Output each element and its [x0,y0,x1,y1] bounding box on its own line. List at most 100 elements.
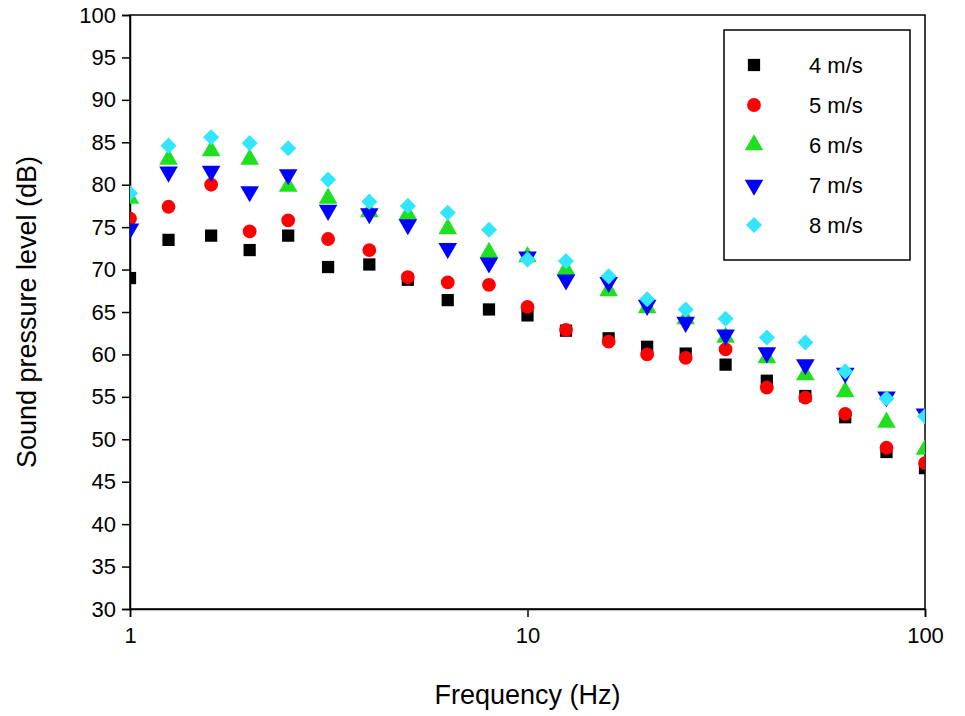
tick: 70 [92,257,130,282]
point [281,213,295,227]
tick: 100 [907,609,944,648]
point [205,230,217,242]
tick-label: 65 [92,300,116,325]
tick-mark [122,566,130,568]
point [440,205,456,221]
point [877,412,896,428]
tick-mark [122,57,130,59]
point [442,294,454,306]
point [718,311,734,327]
point [602,335,616,349]
tick-mark [122,15,130,17]
tick-label: 70 [92,257,116,282]
point [362,243,376,257]
legend-label: 4 m/s [809,53,863,78]
point [481,222,497,238]
point [401,270,415,284]
point [159,167,178,183]
legend-marker [745,180,764,196]
legend-marker [746,217,762,233]
legend-label: 8 m/s [809,213,863,238]
tick: 95 [92,45,130,70]
point [480,257,499,273]
tick-mark [122,481,130,483]
point [400,198,416,214]
point [279,169,298,185]
point [399,219,418,235]
tick: 90 [92,87,130,112]
legend-marker [748,59,760,71]
tick-label: 50 [92,427,116,452]
point [758,347,777,363]
tick-label: 100 [79,3,116,28]
point [441,275,455,289]
tick: 85 [92,130,130,155]
point [319,205,338,221]
tick-label: 1 [124,623,136,648]
point [880,441,894,455]
point [243,224,257,238]
point [916,439,925,455]
tick: 50 [92,427,130,452]
point [244,244,256,256]
point [162,200,176,214]
tick: 30 [92,597,130,622]
point [796,359,815,375]
tick-mark [122,312,130,314]
legend-label: 7 m/s [809,173,863,198]
tick: 45 [92,469,130,494]
point [130,223,139,239]
tick-label: 80 [92,172,116,197]
tick-label: 100 [907,623,944,648]
point [917,408,925,424]
legend-label: 5 m/s [809,93,863,118]
axis-line [122,16,131,610]
point [719,358,731,370]
point [202,166,221,182]
tick-label: 30 [92,597,116,622]
x-axis: 1 10 100 [124,609,943,648]
tick-label: 10 [516,623,540,648]
point [363,258,375,270]
tick: 60 [92,342,130,367]
tick: 10 [516,609,540,648]
point [918,456,925,470]
plot-frame [130,15,925,609]
point [320,172,336,188]
tick: 1 [124,609,136,648]
point [639,291,655,307]
tick-mark [122,354,130,356]
point [678,301,694,317]
point [837,363,853,379]
plot: 1 10 100 30 35 40 45 50 55 60 65 70 75 80 85 90 95 100 4 m… [79,3,944,648]
point [557,274,576,290]
tick: 55 [92,384,130,409]
point [319,188,338,204]
point [679,351,693,365]
point [321,232,335,246]
legend-label: 6 m/s [809,133,863,158]
tick-label: 40 [92,512,116,537]
tick-mark [122,100,130,102]
point [360,208,379,224]
tick-mark [925,609,927,617]
point [438,243,457,259]
tick-mark [122,184,130,186]
point [203,129,219,145]
point [558,253,574,269]
legend-box [724,30,910,260]
point [519,251,535,267]
tick: 100 [79,3,130,28]
tick-label: 35 [92,554,116,579]
tick-label: 55 [92,384,116,409]
point [483,303,495,315]
tick: 40 [92,512,130,537]
legend-marker [745,134,764,150]
tick-mark [122,609,130,611]
tick-label: 45 [92,469,116,494]
tick-mark [122,524,130,526]
tick-label: 75 [92,215,116,240]
point [559,323,573,337]
tick-label: 90 [92,87,116,112]
series [130,230,925,475]
